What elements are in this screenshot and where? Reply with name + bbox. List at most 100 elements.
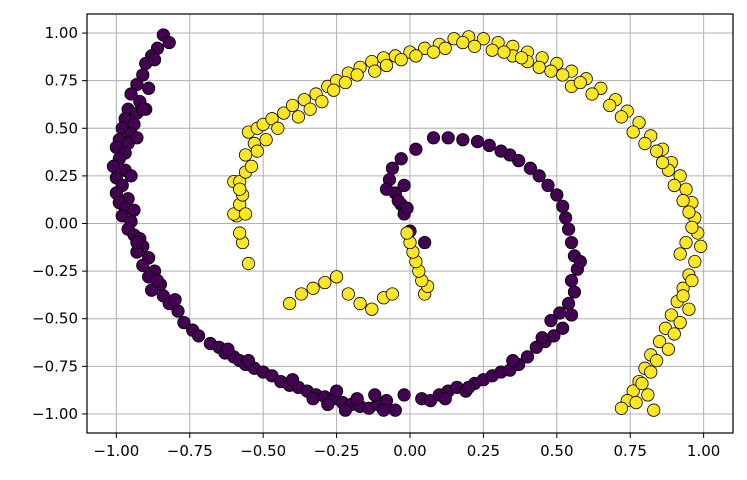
x-tick-label: 0.50 xyxy=(540,442,573,460)
y-tick-label: 1.00 xyxy=(45,24,78,42)
scatter-point-class-0 xyxy=(136,258,150,272)
scatter-point-class-1 xyxy=(614,110,629,124)
scatter-point-class-1 xyxy=(514,51,529,65)
scatter-point-class-1 xyxy=(238,148,253,162)
scatter-point-class-0 xyxy=(391,194,405,208)
scatter-point-class-0 xyxy=(191,329,206,343)
scatter-point-class-0 xyxy=(397,178,411,193)
x-tick-label: −0.75 xyxy=(167,442,213,460)
scatter-point-class-0 xyxy=(556,321,570,335)
scatter-point-class-0 xyxy=(130,131,144,145)
scatter-point-class-0 xyxy=(541,178,555,193)
scatter-point-class-1 xyxy=(626,125,640,139)
scatter-point-class-1 xyxy=(532,60,546,74)
x-tick-label: −1.00 xyxy=(93,442,139,460)
scatter-point-class-0 xyxy=(177,315,191,330)
scatter-point-class-0 xyxy=(426,131,441,145)
scatter-point-class-0 xyxy=(567,285,582,299)
scatter-point-class-0 xyxy=(394,152,408,166)
scatter-point-class-0 xyxy=(130,77,144,92)
scatter-point-class-1 xyxy=(265,112,279,126)
scatter-point-class-1 xyxy=(673,169,687,183)
scatter-point-class-1 xyxy=(283,296,297,311)
scatter-point-class-1 xyxy=(456,35,470,50)
scatter-point-class-0 xyxy=(559,211,573,225)
y-tick-label: 0.25 xyxy=(45,167,78,185)
scatter-point-class-0 xyxy=(561,296,576,311)
scatter-point-class-1 xyxy=(694,239,708,253)
y-tick-label: 0.00 xyxy=(45,215,78,233)
scatter-point-class-0 xyxy=(285,373,300,387)
scatter-point-class-0 xyxy=(147,53,162,67)
scatter-point-class-1 xyxy=(573,75,587,90)
scatter-point-class-1 xyxy=(353,296,367,311)
scatter-point-class-0 xyxy=(456,133,470,147)
points-layer xyxy=(106,28,708,417)
scatter-point-class-0 xyxy=(550,188,564,202)
scatter-point-class-0 xyxy=(470,135,485,149)
scatter-point-class-0 xyxy=(379,182,394,196)
scatter-point-class-0 xyxy=(438,392,452,406)
x-tick-label: −0.50 xyxy=(240,442,286,460)
y-tick-label: −0.50 xyxy=(32,310,78,328)
scatter-point-class-1 xyxy=(647,403,661,417)
scatter-point-class-1 xyxy=(327,83,341,97)
scatter-point-class-1 xyxy=(291,110,306,124)
scatter-point-class-1 xyxy=(259,133,273,147)
y-tick-label: 0.75 xyxy=(45,72,78,90)
scatter-point-class-1 xyxy=(350,68,364,82)
scatter-point-class-0 xyxy=(535,331,549,345)
scatter-point-class-1 xyxy=(409,49,423,63)
scatter-point-class-1 xyxy=(676,194,690,208)
scatter-point-class-0 xyxy=(306,392,320,406)
scatter-point-class-1 xyxy=(682,302,696,316)
scatter-point-class-0 xyxy=(418,235,432,250)
scatter-point-class-0 xyxy=(329,384,344,398)
scatter-point-class-0 xyxy=(544,314,558,328)
y-tick-label: −1.00 xyxy=(32,405,78,423)
scatter-point-class-0 xyxy=(171,304,185,318)
scatter-point-class-1 xyxy=(650,354,664,368)
scatter-point-class-1 xyxy=(635,376,649,391)
scatter-point-class-1 xyxy=(661,342,676,356)
scatter-point-class-0 xyxy=(127,203,141,217)
scatter-point-class-0 xyxy=(221,342,235,356)
scatter-point-class-1 xyxy=(318,275,332,290)
scatter-point-class-0 xyxy=(145,283,159,297)
scatter-point-class-1 xyxy=(685,274,699,288)
scatter-point-class-0 xyxy=(124,169,138,183)
scatter-point-class-0 xyxy=(162,35,176,50)
scatter-point-class-1 xyxy=(241,256,256,271)
scatter-point-class-1 xyxy=(238,207,253,221)
scatter-point-class-0 xyxy=(482,138,496,153)
scatter-point-class-0 xyxy=(388,403,402,417)
scatter-point-class-0 xyxy=(241,354,256,368)
scatter-point-class-0 xyxy=(350,392,364,406)
y-tick-label: −0.75 xyxy=(32,357,78,375)
scatter-point-class-1 xyxy=(688,254,702,269)
scatter-point-class-1 xyxy=(303,102,317,116)
scatter-point-class-0 xyxy=(168,293,182,307)
scatter-point-class-1 xyxy=(682,205,696,219)
scatter-point-class-1 xyxy=(394,53,408,67)
scatter-point-class-0 xyxy=(136,102,150,116)
scatter-point-class-0 xyxy=(368,388,382,402)
scatter-point-class-1 xyxy=(285,98,300,113)
scatter-point-class-0 xyxy=(564,308,579,322)
scatter-point-class-0 xyxy=(397,388,411,402)
scatter-point-class-0 xyxy=(520,350,535,364)
scatter-point-class-1 xyxy=(485,43,499,57)
grid xyxy=(87,14,733,433)
scatter-point-class-0 xyxy=(400,201,414,215)
y-tick-label: −0.25 xyxy=(32,262,78,280)
scatter-point-class-0 xyxy=(106,159,121,173)
scatter-point-class-1 xyxy=(638,136,652,151)
scatter-point-class-0 xyxy=(523,161,537,175)
scatter-point-class-0 xyxy=(136,68,150,82)
scatter-point-class-1 xyxy=(556,68,570,82)
scatter-point-class-0 xyxy=(142,81,156,95)
scatter-point-class-1 xyxy=(673,247,687,261)
scatter-point-class-1 xyxy=(667,178,681,193)
scatter-point-class-1 xyxy=(685,220,699,234)
